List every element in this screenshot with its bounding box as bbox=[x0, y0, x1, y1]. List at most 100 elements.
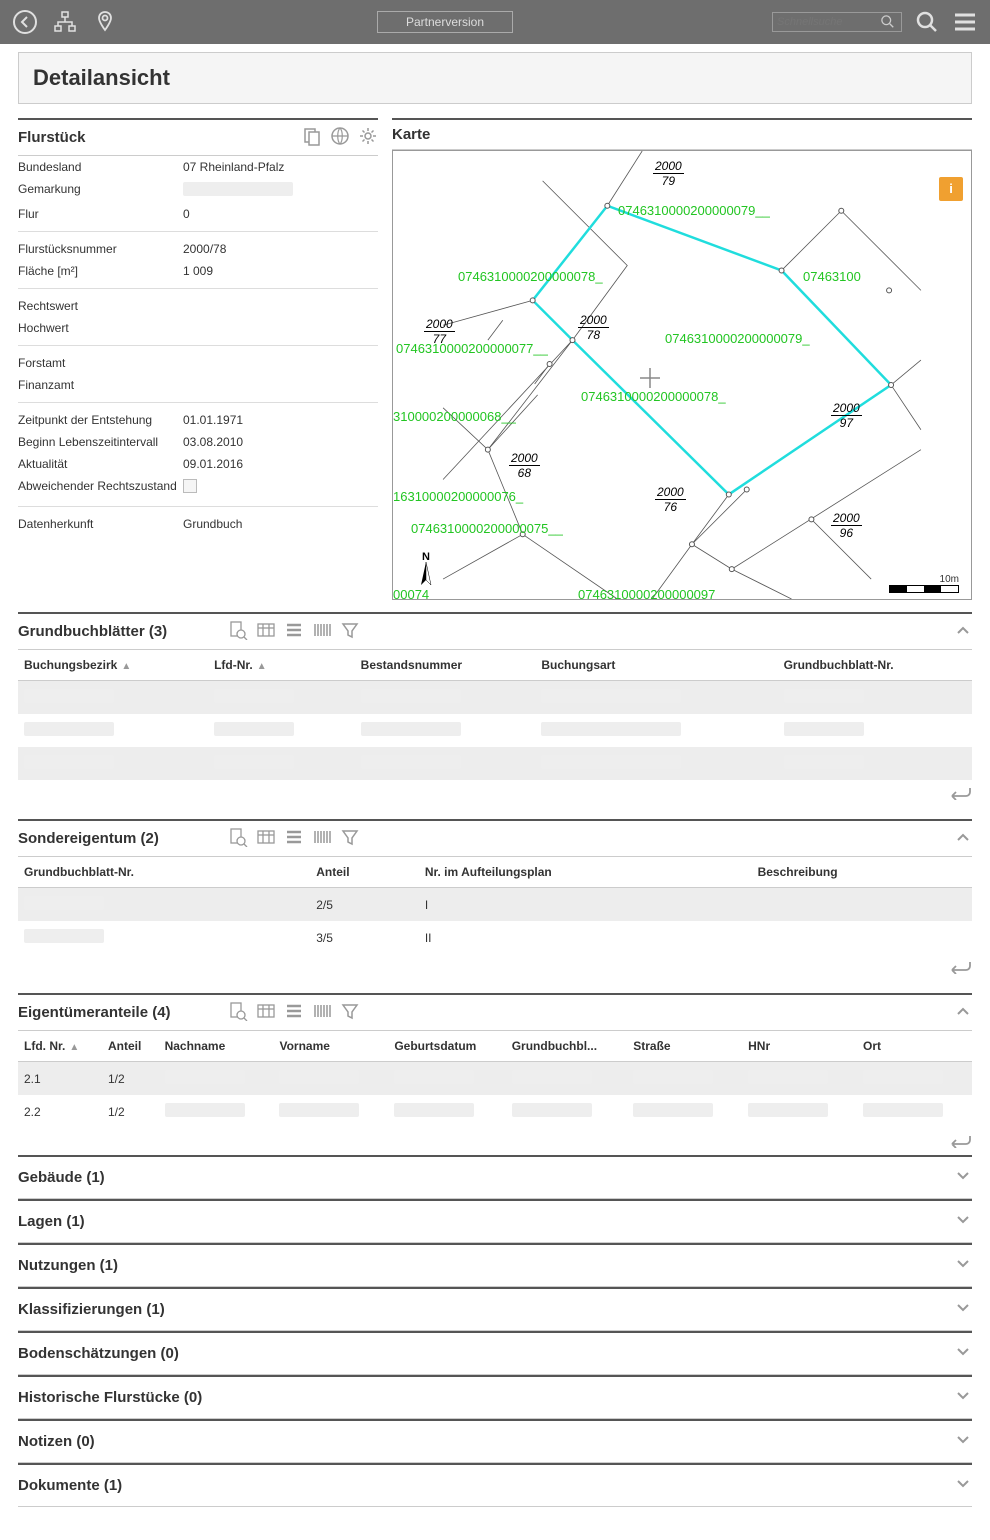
rechtswert-label: Rechtswert bbox=[18, 299, 183, 313]
parcel-id-label: 0746310000200000075__ bbox=[411, 521, 563, 536]
parcel-fraction-label: 200096 bbox=[831, 511, 862, 540]
flurstueck-title: Flurstück bbox=[18, 129, 86, 146]
finanzamt-value bbox=[183, 378, 378, 392]
collapsed-section[interactable]: Nutzungen (1) bbox=[18, 1243, 972, 1287]
table-row[interactable]: 2.21/2 bbox=[18, 1095, 972, 1128]
collapse-icon[interactable] bbox=[954, 828, 972, 849]
column-header[interactable]: Lfd. Nr.▲ bbox=[18, 1031, 102, 1062]
barcode-icon[interactable] bbox=[312, 620, 332, 643]
doc-search-icon[interactable] bbox=[228, 620, 248, 643]
copy-icon[interactable] bbox=[302, 126, 322, 149]
flaeche-label: Fläche [m²] bbox=[18, 264, 183, 278]
collapse-icon[interactable] bbox=[954, 621, 972, 642]
flaeche-value: 1 009 bbox=[183, 264, 378, 278]
column-header[interactable]: Ort bbox=[857, 1031, 972, 1062]
column-header[interactable]: Bestandsnummer bbox=[355, 650, 536, 681]
version-button[interactable]: Partnerversion bbox=[377, 11, 513, 33]
doc-search-icon[interactable] bbox=[228, 1001, 248, 1024]
list-icon[interactable] bbox=[284, 827, 304, 850]
column-header[interactable]: Grundbuchblatt-Nr. bbox=[18, 857, 310, 888]
eigentuemer-table: Lfd. Nr.▲AnteilNachnameVornameGeburtsdat… bbox=[18, 1031, 972, 1128]
expand-icon[interactable] bbox=[954, 1255, 972, 1276]
return-icon[interactable] bbox=[948, 1132, 972, 1151]
column-header[interactable]: Buchungsbezirk▲ bbox=[18, 650, 208, 681]
beginn-value: 03.08.2010 bbox=[183, 435, 378, 449]
expand-icon[interactable] bbox=[954, 1211, 972, 1232]
columns-icon[interactable] bbox=[256, 827, 276, 850]
expand-icon[interactable] bbox=[954, 1343, 972, 1364]
collapsed-title: Lagen (1) bbox=[18, 1213, 85, 1230]
column-header[interactable]: Buchungsart bbox=[535, 650, 777, 681]
column-header[interactable]: Nachname bbox=[159, 1031, 274, 1062]
list-icon[interactable] bbox=[284, 620, 304, 643]
table-row[interactable] bbox=[18, 681, 972, 715]
collapse-icon[interactable] bbox=[954, 1002, 972, 1023]
table-row[interactable] bbox=[18, 714, 972, 747]
expand-icon[interactable] bbox=[954, 1387, 972, 1408]
collapsed-section[interactable]: Historische Flurstücke (0) bbox=[18, 1375, 972, 1419]
collapsed-title: Nutzungen (1) bbox=[18, 1257, 118, 1274]
barcode-icon[interactable] bbox=[312, 827, 332, 850]
doc-search-icon[interactable] bbox=[228, 827, 248, 850]
grundbuch-table: Buchungsbezirk▲Lfd-Nr.▲BestandsnummerBuc… bbox=[18, 650, 972, 780]
table-row[interactable] bbox=[18, 747, 972, 780]
menu-icon[interactable] bbox=[952, 9, 978, 35]
column-header[interactable]: Anteil bbox=[102, 1031, 159, 1062]
collapsed-section[interactable]: Klassifizierungen (1) bbox=[18, 1287, 972, 1331]
parcel-id-label: 07463100 bbox=[803, 269, 861, 284]
table-row[interactable]: 3/5II bbox=[18, 921, 972, 954]
column-header[interactable]: Beschreibung bbox=[752, 857, 972, 888]
location-icon[interactable] bbox=[92, 9, 118, 35]
map-info-button[interactable]: i bbox=[939, 177, 963, 201]
columns-icon[interactable] bbox=[256, 620, 276, 643]
abweichender-checkbox[interactable] bbox=[183, 479, 197, 493]
filter-icon[interactable] bbox=[340, 1001, 360, 1024]
column-header[interactable]: Geburtsdatum bbox=[388, 1031, 505, 1062]
expand-icon[interactable] bbox=[954, 1299, 972, 1320]
abweichender-value bbox=[183, 479, 378, 496]
flurstuecksnummer-label: Flurstücksnummer bbox=[18, 242, 183, 256]
aktualitaet-value: 09.01.2016 bbox=[183, 457, 378, 471]
collapsed-section[interactable]: Gebäude (1) bbox=[18, 1155, 972, 1199]
quick-search[interactable] bbox=[772, 12, 902, 32]
hierarchy-icon[interactable] bbox=[52, 9, 78, 35]
column-header[interactable]: Nr. im Aufteilungsplan bbox=[419, 857, 752, 888]
collapsed-title: Klassifizierungen (1) bbox=[18, 1301, 165, 1318]
globe-icon[interactable] bbox=[330, 126, 350, 149]
back-icon[interactable] bbox=[12, 9, 38, 35]
collapsed-section[interactable]: Bodenschätzungen (0) bbox=[18, 1331, 972, 1375]
expand-icon[interactable] bbox=[954, 1475, 972, 1496]
quick-search-input[interactable] bbox=[777, 16, 877, 28]
aktualitaet-label: Aktualität bbox=[18, 457, 183, 471]
collapsed-section[interactable]: Dokumente (1) bbox=[18, 1463, 972, 1507]
search-icon[interactable] bbox=[914, 9, 940, 35]
filter-icon[interactable] bbox=[340, 620, 360, 643]
table-row[interactable]: 2.11/2 bbox=[18, 1062, 972, 1096]
expand-icon[interactable] bbox=[954, 1431, 972, 1452]
gear-icon[interactable] bbox=[358, 126, 378, 149]
column-header[interactable]: Vorname bbox=[273, 1031, 388, 1062]
barcode-icon[interactable] bbox=[312, 1001, 332, 1024]
filter-icon[interactable] bbox=[340, 827, 360, 850]
table-row[interactable]: 2/5I bbox=[18, 888, 972, 922]
column-header[interactable]: Grundbuchbl... bbox=[506, 1031, 628, 1062]
column-header[interactable]: Lfd-Nr.▲ bbox=[208, 650, 355, 681]
column-header[interactable]: Anteil bbox=[310, 857, 419, 888]
return-icon[interactable] bbox=[948, 784, 972, 803]
columns-icon[interactable] bbox=[256, 1001, 276, 1024]
header-right bbox=[772, 9, 978, 35]
collapsed-section[interactable]: Lagen (1) bbox=[18, 1199, 972, 1243]
column-header[interactable]: Straße bbox=[627, 1031, 742, 1062]
gemarkung-value bbox=[183, 182, 378, 199]
return-icon[interactable] bbox=[948, 958, 972, 977]
zeitpunkt-value: 01.01.1971 bbox=[183, 413, 378, 427]
column-header[interactable]: Grundbuchblatt-Nr. bbox=[778, 650, 972, 681]
parcel-id-label: 0746310000200000097 bbox=[578, 587, 715, 600]
collapsed-section[interactable]: Notizen (0) bbox=[18, 1419, 972, 1463]
expand-icon[interactable] bbox=[954, 1167, 972, 1188]
map-area[interactable]: i N 10m 0746310000200000079__07463100002… bbox=[392, 150, 972, 600]
karte-panel: Karte i N 10m 0746310000200000079__07463… bbox=[392, 118, 972, 600]
list-icon[interactable] bbox=[284, 1001, 304, 1024]
column-header[interactable]: HNr bbox=[742, 1031, 857, 1062]
parcel-fraction-label: 200079 bbox=[653, 159, 684, 188]
